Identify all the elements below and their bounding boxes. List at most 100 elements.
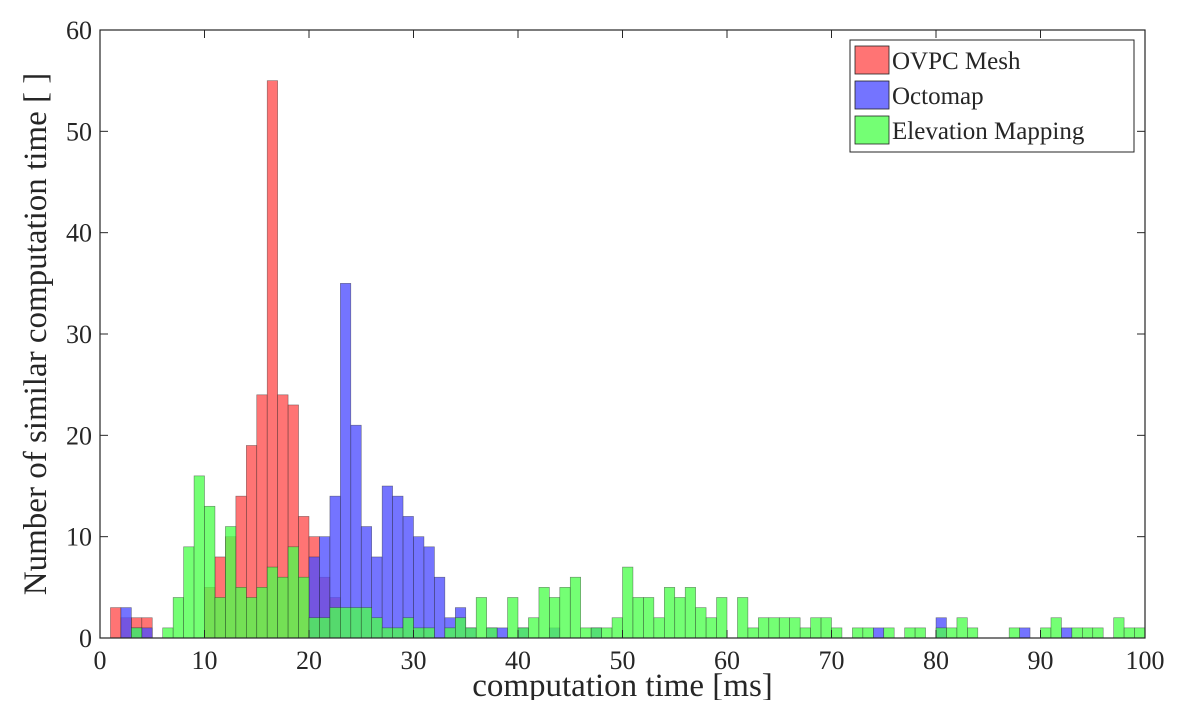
histogram-bar — [350, 424, 362, 639]
histogram-bar — [454, 617, 467, 639]
histogram-bar — [559, 587, 571, 639]
histogram-bar — [120, 607, 132, 639]
histogram-bar — [507, 597, 519, 639]
legend-swatch — [854, 80, 890, 110]
histogram-bar — [204, 505, 216, 639]
histogram-bar — [810, 617, 822, 639]
x-axis-label: computation time [ms] — [472, 668, 773, 700]
histogram-bar — [663, 587, 676, 639]
histogram-bar — [486, 627, 498, 639]
histogram-bar — [632, 597, 644, 639]
histogram-bar — [1071, 627, 1083, 639]
x-tick-label: 0 — [94, 646, 107, 675]
histogram-bar — [1113, 617, 1125, 639]
ticks-layer: 0 10 20 30 40 50 60 70 80 90 100 0 10 20 30 40 50 60 — [66, 16, 1165, 675]
histogram-bar — [831, 627, 843, 639]
histogram-bar — [110, 607, 122, 639]
x-tick-label: 60 — [714, 646, 740, 675]
histogram-bar — [444, 627, 456, 639]
bars-layer — [110, 80, 1146, 639]
y-tick-label: 30 — [66, 320, 92, 349]
histogram-bar — [904, 627, 916, 639]
y-tick-label: 40 — [66, 219, 92, 248]
histogram-bar — [381, 485, 393, 639]
histogram-bar — [768, 617, 780, 639]
histogram-bar — [705, 617, 717, 639]
y-tick-label: 50 — [66, 117, 92, 146]
legend-label: OVPC Mesh — [892, 48, 1021, 75]
histogram-bar — [590, 627, 602, 639]
x-tick-label: 20 — [296, 646, 322, 675]
histogram-bar — [914, 627, 926, 639]
histogram-bar — [611, 617, 623, 639]
histogram-bar — [350, 607, 362, 639]
histogram-bar — [298, 576, 310, 639]
histogram-bar — [413, 536, 425, 639]
histogram-bar — [319, 617, 331, 639]
histogram-bar — [1040, 627, 1052, 639]
legend-label: Elevation Mapping — [892, 118, 1085, 145]
histogram-bar — [820, 617, 832, 639]
histogram-bar — [496, 627, 508, 639]
histogram-bar — [622, 566, 634, 639]
y-tick-label: 0 — [79, 624, 92, 653]
histogram-bar — [1019, 627, 1031, 639]
histogram-bar — [1008, 627, 1020, 639]
histogram-bar — [193, 475, 205, 639]
histogram-bar — [287, 546, 299, 639]
x-tick-label: 90 — [1028, 646, 1054, 675]
histogram-bar — [235, 587, 247, 639]
histogram-bar — [266, 80, 278, 639]
histogram-bar — [967, 627, 979, 639]
histogram-bar — [413, 627, 425, 639]
histogram-bar — [517, 627, 529, 639]
histogram-bar — [225, 526, 237, 639]
histogram-bar — [789, 617, 801, 639]
histogram-bar — [528, 617, 540, 639]
histogram-bar — [360, 607, 372, 639]
histogram-bar — [340, 283, 352, 639]
histogram-bar — [246, 597, 258, 639]
histogram-bar — [799, 627, 811, 639]
histogram-bar — [883, 627, 895, 639]
histogram-bar — [778, 617, 790, 639]
histogram-bar — [392, 495, 404, 639]
legend-box — [849, 39, 1135, 153]
histogram-bar — [381, 627, 393, 639]
x-tick-label: 100 — [1126, 646, 1165, 675]
histogram-bar — [465, 627, 477, 639]
histogram-bar — [475, 597, 487, 639]
histogram-bar — [580, 627, 592, 639]
histogram-bar — [643, 597, 655, 639]
histogram-bar — [172, 597, 184, 639]
histogram-bar — [674, 597, 686, 639]
histogram-bar — [423, 546, 435, 639]
histogram-bar — [371, 617, 383, 639]
histogram-bar — [277, 576, 289, 639]
histogram-bar — [266, 566, 278, 639]
histogram-bar — [329, 607, 341, 639]
y-tick-label: 10 — [66, 523, 92, 552]
y-tick-label: 60 — [66, 16, 92, 45]
histogram-bar — [716, 597, 728, 639]
histogram-bar — [1123, 627, 1135, 639]
histogram-bar — [946, 627, 958, 639]
histogram-bar — [538, 587, 550, 639]
histogram-bar — [162, 627, 174, 639]
x-tick-label: 70 — [819, 646, 845, 675]
x-tick-label: 10 — [192, 646, 218, 675]
histogram-bar — [434, 576, 446, 639]
histogram-bar — [1134, 627, 1146, 639]
histogram-bar — [956, 617, 968, 639]
y-tick-label: 20 — [66, 421, 92, 450]
histogram-bar — [402, 617, 414, 639]
x-tick-label: 80 — [923, 646, 949, 675]
histogram-bar — [852, 627, 864, 639]
histogram-bar — [256, 587, 268, 639]
histogram-bar — [1082, 627, 1094, 639]
legend-swatch — [854, 45, 890, 75]
histogram-bar — [340, 607, 352, 639]
x-tick-label: 40 — [505, 646, 531, 675]
